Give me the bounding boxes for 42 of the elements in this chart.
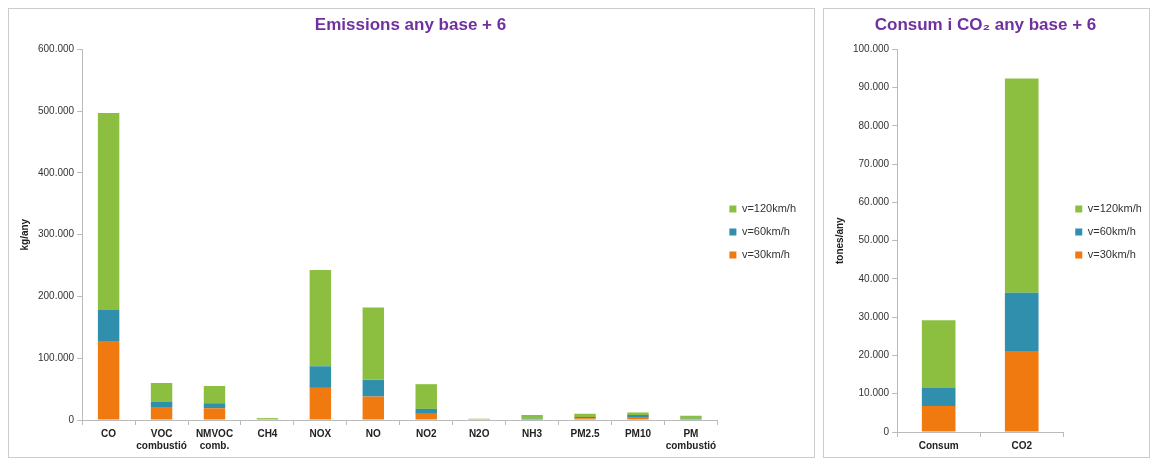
- x-tick-label: N2O: [468, 427, 490, 439]
- y-axis-title: tones/any: [833, 216, 845, 265]
- y-tick-label: 500.000: [37, 104, 75, 116]
- y-tick-label: 200.000: [37, 290, 75, 302]
- legend-label: v=120km/h: [741, 202, 797, 215]
- y-tick-label: 0: [883, 425, 890, 437]
- y-tick-label: 0: [68, 413, 75, 425]
- y-axis-title: kg/any: [18, 218, 30, 251]
- x-tick-label: CO2: [1011, 439, 1033, 451]
- y-tick-label: 60.000: [858, 196, 890, 208]
- y-tick-label: 70.000: [858, 157, 890, 169]
- legend-label: v=30km/h: [741, 248, 790, 261]
- legend-label: v=60km/h: [1087, 225, 1136, 238]
- y-tick-label: 100.000: [852, 43, 890, 55]
- y-tick-label: 300.000: [37, 228, 75, 240]
- x-tick-label: CO: [101, 427, 117, 439]
- y-tick-label: 40.000: [858, 272, 890, 284]
- x-tick-label: PM10: [624, 427, 652, 439]
- x-tick-label: NO: [365, 427, 382, 439]
- x-tick-label: CH4: [257, 427, 278, 439]
- y-tick-label: 30.000: [858, 310, 890, 322]
- x-tick-label: VOC combustió: [136, 427, 187, 451]
- y-tick-label: 80.000: [858, 119, 890, 131]
- x-tick-label: Consum: [918, 439, 959, 451]
- legend-label: v=120km/h: [1087, 202, 1142, 215]
- x-tick-label: NMVOC comb.: [195, 427, 234, 451]
- y-tick-label: 50.000: [858, 234, 890, 246]
- x-tick-label: NH3: [522, 427, 543, 439]
- y-tick-label: 10.000: [858, 387, 890, 399]
- y-tick-label: 90.000: [858, 81, 890, 93]
- x-tick-label: NOX: [309, 427, 332, 439]
- chart-title: Emissions any base + 6: [314, 14, 507, 34]
- y-tick-label: 400.000: [37, 166, 75, 178]
- y-tick-label: 100.000: [37, 351, 75, 363]
- y-tick-label: 600.000: [37, 43, 75, 55]
- x-tick-label: PM combustió: [665, 427, 717, 451]
- chart-title: Consum i CO₂ any base + 6: [874, 14, 1097, 34]
- x-tick-label: PM2.5: [570, 427, 600, 439]
- legend-label: v=60km/h: [741, 225, 790, 238]
- legend-label: v=30km/h: [1087, 248, 1136, 261]
- x-tick-label: NO2: [415, 427, 437, 439]
- y-tick-label: 20.000: [858, 349, 890, 361]
